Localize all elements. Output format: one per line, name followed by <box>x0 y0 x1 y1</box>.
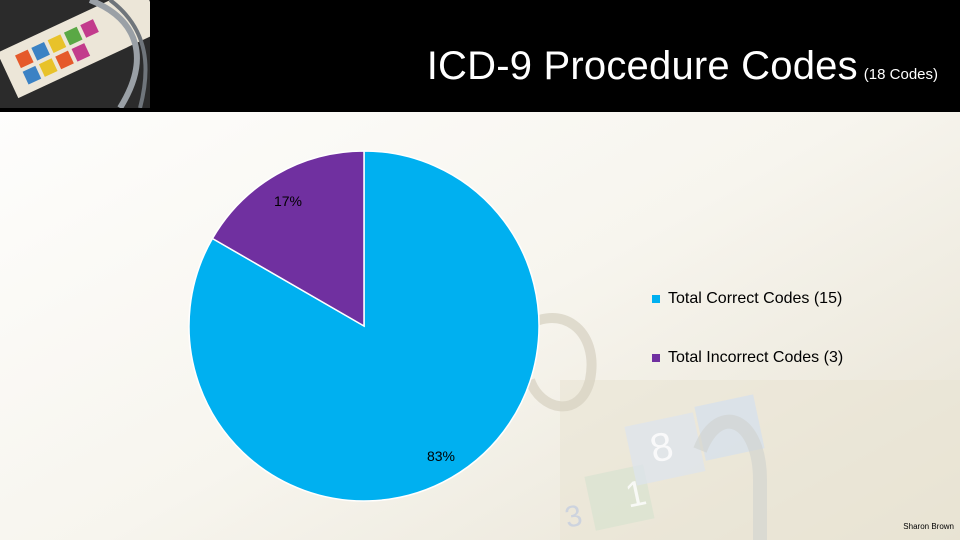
legend-item-incorrect: Total Incorrect Codes (3) <box>652 349 843 367</box>
data-label-correct: 83% <box>427 448 455 464</box>
svg-text:3: 3 <box>562 499 585 535</box>
legend-swatch-correct <box>652 295 660 303</box>
pie-slice-incorrect <box>211 150 365 328</box>
legend-label-correct: Total Correct Codes (15) <box>668 290 843 307</box>
legend-swatch-incorrect <box>652 354 660 362</box>
title-subtitle: (18 Codes) <box>863 66 938 83</box>
header-bar: ICD-9 Procedure Codes (18 Codes) <box>0 0 960 112</box>
title-text: ICD-9 Procedure Codes <box>426 44 858 88</box>
pie-slices <box>188 150 540 502</box>
data-label-incorrect: 17% <box>274 193 302 209</box>
slide-title: ICD-9 Procedure Codes (18 Codes) <box>427 44 938 89</box>
medical-codes-image <box>0 0 150 108</box>
legend-item-correct: Total Correct Codes (15) <box>652 290 842 308</box>
legend-label-incorrect: Total Incorrect Codes (3) <box>668 349 844 366</box>
author-credit: Sharon Brown <box>903 522 954 531</box>
